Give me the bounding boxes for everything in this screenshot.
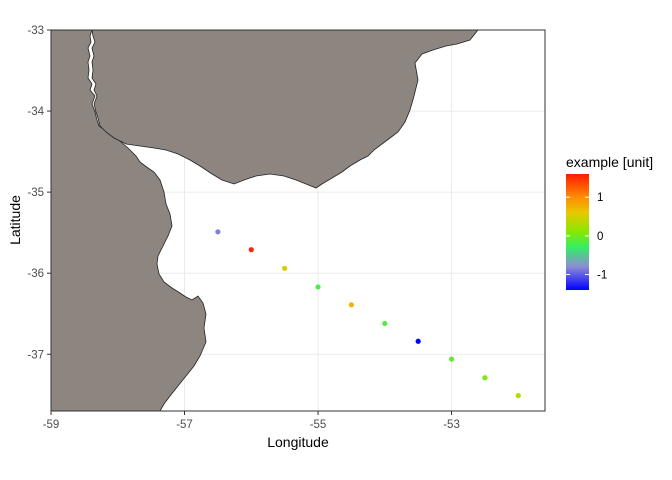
legend: example [unit] 1 0 -1 xyxy=(566,154,653,290)
legend-label-1: 0 xyxy=(597,231,603,243)
data-point-1 xyxy=(248,247,254,253)
data-point-3 xyxy=(315,284,321,290)
land-uruguay xyxy=(91,30,479,189)
legend-label-2: -1 xyxy=(597,270,607,282)
y-tick-label-3: -36 xyxy=(27,268,44,280)
data-point-7 xyxy=(448,356,455,362)
data-point-0 xyxy=(215,229,221,235)
axes: -59 -57 -55 -53 -33 -34 -35 -36 -37 xyxy=(27,25,459,431)
x-tick-label-2: -55 xyxy=(310,419,327,431)
land-argentina xyxy=(51,30,207,411)
y-tick-label-4: -37 xyxy=(27,349,44,361)
x-tick-label-3: -53 xyxy=(443,419,460,431)
y-axis-title: Latitude xyxy=(7,195,23,245)
legend-title: example [unit] xyxy=(566,154,653,170)
x-tick-label-1: -57 xyxy=(176,419,193,431)
data-point-8 xyxy=(482,375,488,381)
x-tick-label-0: -59 xyxy=(43,419,60,431)
data-points xyxy=(215,229,521,399)
y-tick-label-2: -35 xyxy=(27,187,44,199)
land-layer xyxy=(51,30,479,411)
data-point-4 xyxy=(348,302,355,308)
data-point-9 xyxy=(515,392,521,399)
data-point-6 xyxy=(415,338,421,344)
x-axis-title: Longitude xyxy=(267,434,329,450)
data-point-2 xyxy=(282,265,288,271)
legend-label-0: 1 xyxy=(597,192,603,204)
y-tick-label-0: -33 xyxy=(27,25,44,37)
data-point-5 xyxy=(382,320,388,327)
legend-colorbar xyxy=(566,174,589,290)
legend-ticks: 1 0 -1 xyxy=(566,192,607,282)
panel-border xyxy=(50,29,546,412)
y-tick-label-1: -34 xyxy=(27,106,44,118)
